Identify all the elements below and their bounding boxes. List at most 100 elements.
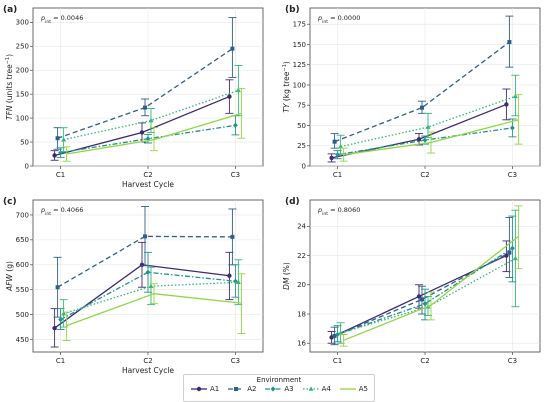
legend-swatch	[228, 387, 245, 391]
x-tick-label: C1	[333, 357, 342, 365]
legend-marker	[270, 386, 276, 392]
x-tick-label: C1	[56, 357, 65, 365]
y-tick-label: 20	[297, 281, 306, 289]
legend-marker	[196, 386, 202, 392]
series-a3	[333, 215, 517, 343]
x-tick-label: C3	[508, 171, 517, 179]
p-int-symbol: p	[40, 206, 45, 214]
data-point	[420, 297, 424, 302]
series-a4	[59, 259, 243, 328]
series-line	[63, 89, 239, 141]
y-axis-label: TFN (units tree−1)	[5, 54, 14, 120]
y-tick-label: 650	[16, 236, 29, 244]
y-axis-label: AFW (g)	[5, 261, 14, 292]
legend-item-a3: A3	[264, 385, 294, 393]
legend-label: A4	[321, 385, 331, 393]
x-tick-label: C3	[231, 357, 240, 365]
data-point	[335, 152, 340, 158]
p-int-symbol: p	[317, 206, 322, 214]
y-tick-label: 75	[297, 102, 306, 110]
data-point	[145, 269, 151, 275]
y-tick-label: 22	[297, 252, 306, 260]
x-axis-label: Harvest Cycle	[122, 366, 174, 375]
data-point	[235, 87, 241, 93]
y-tick-label: 600	[16, 261, 29, 269]
y-axis-label: DM (%)	[282, 262, 291, 290]
panel-label: (b)	[285, 5, 300, 15]
y-tick-label: 200	[16, 67, 29, 75]
data-point	[507, 40, 512, 45]
legend-label: A2	[247, 385, 257, 393]
legend-swatch	[302, 386, 319, 391]
data-point	[512, 93, 518, 99]
chart-panel-4: 16 18 20 22 24 C1 C2 C3 DM (%) (d) pint = 0.8060	[282, 197, 541, 365]
series-line	[57, 235, 233, 288]
p-int-value: = 0.8060	[328, 206, 360, 214]
series-line	[66, 293, 242, 327]
y-axis-unit: (units tree	[5, 64, 14, 103]
data-point	[148, 283, 154, 289]
data-point	[335, 331, 340, 338]
data-point	[148, 117, 154, 123]
series-a3	[333, 118, 517, 160]
series-a2	[53, 17, 237, 150]
legend-label: A5	[358, 385, 368, 393]
series-line	[343, 119, 519, 156]
data-point	[55, 136, 60, 141]
data-point	[233, 278, 238, 284]
series-line	[337, 247, 513, 336]
data-point	[420, 105, 424, 110]
y-axis-variable: TFN	[5, 103, 14, 120]
y-tick-label: 150	[16, 90, 29, 98]
p-int-annotation: pint = 0.0046	[40, 14, 83, 25]
y-tick-label: 24	[297, 223, 306, 231]
series-a5	[62, 87, 246, 162]
series-a4	[336, 74, 520, 155]
y-axis-variable: TY	[282, 101, 291, 113]
y-tick-label: 0	[25, 162, 29, 170]
y-tick-label: 16	[297, 340, 306, 348]
p-int-symbol: p	[317, 14, 322, 22]
y-axis-unit-exponent: −1	[282, 64, 288, 71]
legend-label: A1	[210, 385, 220, 393]
x-tick-label: C3	[231, 171, 240, 179]
y-tick-label: 25	[297, 142, 306, 150]
p-int-annotation: pint = 0.4066	[40, 206, 83, 217]
p-int-symbol: p	[40, 14, 45, 22]
y-tick-label: 550	[16, 286, 29, 294]
series-a5	[62, 273, 246, 341]
x-tick-label: C3	[508, 357, 517, 365]
p-int-annotation: pint = 0.0000	[317, 14, 360, 25]
data-point	[61, 311, 67, 316]
data-point	[233, 122, 238, 128]
chart-panel-3: 450 500 550 600 650 700 C1 C2 C3 Harvest Cycle AFW…	[3, 197, 264, 375]
legend-label: A3	[284, 385, 294, 393]
panel-label: (c)	[3, 197, 17, 207]
y-tick-label: 300	[16, 19, 29, 27]
y-tick-label: 450	[16, 336, 29, 344]
y-axis-unit-close: )	[282, 61, 291, 64]
data-point	[55, 285, 60, 290]
y-axis-unit: (%)	[282, 262, 291, 275]
data-point	[58, 317, 63, 323]
y-tick-label: 100	[16, 114, 29, 122]
y-axis-unit: (kg tree	[282, 71, 291, 101]
y-tick-label: 700	[16, 211, 29, 219]
y-axis-variable: AFW	[5, 272, 14, 292]
data-point	[52, 325, 57, 331]
x-axis-label: Harvest Cycle	[122, 180, 174, 189]
data-point	[510, 245, 515, 251]
series-a2	[53, 206, 237, 318]
x-tick-label: C2	[420, 171, 429, 179]
y-axis-variable: DM	[282, 275, 291, 290]
data-point	[52, 153, 57, 158]
y-tick-label: 125	[293, 61, 306, 69]
p-int-value: = 0.4066	[51, 206, 83, 214]
series-a5	[339, 94, 523, 162]
y-tick-label: 50	[20, 138, 29, 146]
legend-item-a1: A1	[190, 385, 219, 393]
x-tick-label: C2	[143, 171, 152, 179]
p-int-subscript: int	[322, 211, 328, 217]
legend-swatch	[191, 386, 207, 392]
